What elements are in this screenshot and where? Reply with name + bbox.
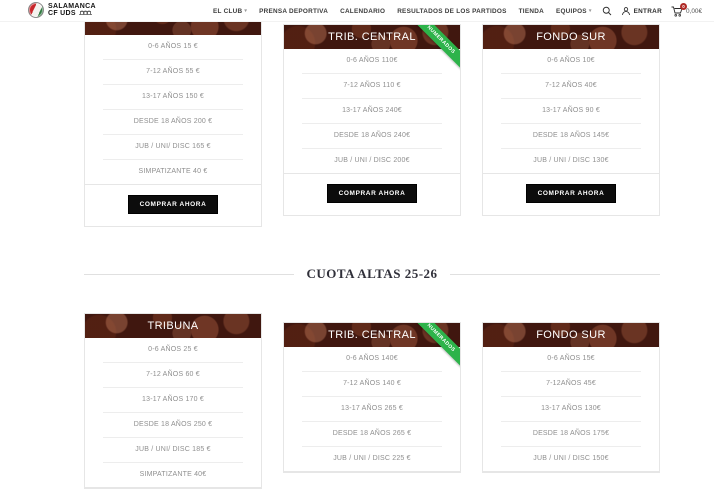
search-icon bbox=[602, 6, 612, 16]
cart-count-badge: 0 bbox=[680, 2, 687, 10]
price-row: DESDE 18 AÑOS 250 € bbox=[103, 413, 243, 438]
pricing-section-altas: TRIBUNA 0-6 AÑOS 25 € 7-12 AÑOS 60 € 13-… bbox=[84, 313, 660, 489]
price-row: 13-17 AÑOS 150 € bbox=[103, 85, 243, 110]
price-row: 7-12AÑOS 45€ bbox=[501, 372, 641, 397]
card-header: FONDO SUR bbox=[483, 25, 659, 49]
price-row: 0-6 AÑOS 15 € bbox=[103, 35, 243, 60]
main-nav: EL CLUB ▾ PRENSA DEPORTIVA CALENDARIO RE… bbox=[213, 0, 592, 22]
card-title: FONDO SUR bbox=[536, 329, 606, 341]
price-row: 0-6 AÑOS 10€ bbox=[501, 49, 641, 74]
price-list: 0-6 AÑOS 15€ 7-12AÑOS 45€ 13-17 AÑOS 130… bbox=[483, 347, 659, 472]
pricing-card-tribuna-altas: TRIBUNA 0-6 AÑOS 25 € 7-12 AÑOS 60 € 13-… bbox=[84, 313, 262, 489]
topbar: SALAMANCA CF UDS EL CLUB ▾ PRENSA DEPORT… bbox=[0, 0, 714, 22]
club-name: SALAMANCA CF UDS bbox=[48, 3, 96, 17]
price-list: 0-6 AÑOS 10€ 7-12 AÑOS 40€ 13-17 AÑOS 90… bbox=[483, 49, 659, 174]
price-row: 0-6 AÑOS 140€ bbox=[302, 347, 442, 372]
pricing-card-tribuna-top: 0-6 AÑOS 15 € 7-12 AÑOS 55 € 13-17 AÑOS … bbox=[84, 10, 262, 227]
price-list: 0-6 AÑOS 25 € 7-12 AÑOS 60 € 13-17 AÑOS … bbox=[85, 338, 261, 488]
price-row: JUB / UNI / DISC 200€ bbox=[334, 157, 410, 164]
user-icon bbox=[621, 6, 631, 16]
club-logo[interactable]: SALAMANCA CF UDS bbox=[28, 2, 96, 18]
cart-button[interactable]: 0 0,00€ bbox=[671, 2, 702, 17]
price-row: 0-6 AÑOS 110€ bbox=[302, 49, 442, 74]
price-row: 7-12 AÑOS 60 € bbox=[103, 363, 243, 388]
price-row: DESDE 18 AÑOS 175€ bbox=[501, 422, 641, 447]
pricing-card-fondo-sur-top: FONDO SUR 0-6 AÑOS 10€ 7-12 AÑOS 40€ 13-… bbox=[482, 24, 660, 216]
divider-line bbox=[449, 273, 661, 275]
club-name-line1: SALAMANCA bbox=[48, 3, 96, 10]
price-list: 0-6 AÑOS 140€ 7-12 AÑOS 140 € 13-17 AÑOS… bbox=[284, 347, 460, 472]
divider-line bbox=[84, 273, 295, 275]
pricing-card-trib-central-altas: NUMERADOS TRIB. CENTRAL 0-6 AÑOS 140€ 7-… bbox=[283, 322, 461, 473]
pricing-card-fondo-sur-altas: FONDO SUR 0-6 AÑOS 15€ 7-12AÑOS 45€ 13-1… bbox=[482, 322, 660, 473]
nav-item-prensa-deportiva[interactable]: PRENSA DEPORTIVA bbox=[259, 7, 329, 15]
price-row: 13-17 AÑOS 90 € bbox=[501, 99, 641, 124]
price-row: DESDE 18 AÑOS 240€ bbox=[302, 124, 442, 149]
price-row: JUB / UNI / DISC 150€ bbox=[533, 455, 609, 462]
price-row: JUB / UNI/ DISC 185 € bbox=[103, 438, 243, 463]
nav-item-resultados[interactable]: RESULTADOS DE LOS PARTIDOS bbox=[397, 7, 507, 15]
price-row: 13-17 AÑOS 170 € bbox=[103, 388, 243, 413]
login-button[interactable]: ENTRAR bbox=[621, 6, 662, 16]
price-row: JUB / UNI / DISC 225 € bbox=[333, 455, 411, 462]
card-title: TRIB. CENTRAL bbox=[328, 329, 416, 341]
card-title: FONDO SUR bbox=[536, 31, 606, 43]
price-row: 13-17 AÑOS 240€ bbox=[302, 99, 442, 124]
price-row: DESDE 18 AÑOS 200 € bbox=[103, 110, 243, 135]
price-list: 0-6 AÑOS 110€ 7-12 AÑOS 110 € 13-17 AÑOS… bbox=[284, 49, 460, 174]
card-footer: COMPRAR AHORA bbox=[85, 185, 261, 226]
card-title: TRIBUNA bbox=[147, 320, 199, 332]
comprar-ahora-button[interactable]: COMPRAR AHORA bbox=[127, 195, 219, 214]
pricing-card-trib-central-top: NUMERADOS TRIB. CENTRAL 0-6 AÑOS 110€ 7-… bbox=[283, 24, 461, 216]
price-row: 7-12 AÑOS 55 € bbox=[103, 60, 243, 85]
search-button[interactable] bbox=[602, 6, 612, 16]
price-row: JUB / UNI/ DISC 165 € bbox=[103, 135, 243, 160]
price-row: SIMPATIZANTE 40 € bbox=[138, 168, 208, 175]
price-row: 7-12 AÑOS 140 € bbox=[302, 372, 442, 397]
chevron-down-icon: ▾ bbox=[244, 7, 248, 14]
price-row: 7-12 AÑOS 40€ bbox=[501, 74, 641, 99]
nav-item-equipos[interactable]: EQUIPOS ▾ bbox=[555, 7, 592, 15]
price-row: JUB / UNI / DISC 130€ bbox=[533, 157, 609, 164]
price-row: 13-17 AÑOS 130€ bbox=[501, 397, 641, 422]
card-footer: COMPRAR AHORA bbox=[284, 174, 460, 215]
club-crest-icon bbox=[28, 2, 44, 18]
club-name-line2: CF UDS bbox=[48, 10, 76, 17]
comprar-ahora-button[interactable]: COMPRAR AHORA bbox=[326, 184, 418, 203]
price-list: 0-6 AÑOS 15 € 7-12 AÑOS 55 € 13-17 AÑOS … bbox=[85, 35, 261, 185]
price-row: DESDE 18 AÑOS 145€ bbox=[501, 124, 641, 149]
price-row: SIMPATIZANTE 40€ bbox=[139, 471, 207, 478]
cart-total: 0,00€ bbox=[686, 7, 702, 15]
card-header: TRIBUNA bbox=[85, 314, 261, 338]
section-heading-text: CUOTA ALTAS 25-26 bbox=[306, 266, 438, 281]
cart-icon: 0 bbox=[671, 2, 687, 17]
pricing-section-top: 0-6 AÑOS 15 € 7-12 AÑOS 55 € 13-17 AÑOS … bbox=[84, 10, 660, 227]
card-footer: COMPRAR AHORA bbox=[483, 174, 659, 215]
price-row: 7-12 AÑOS 110 € bbox=[302, 74, 442, 99]
chevron-down-icon: ▾ bbox=[588, 7, 592, 14]
price-row: 13-17 AÑOS 265 € bbox=[302, 397, 442, 422]
section-heading-cuota-altas: CUOTA ALTAS 25-26 bbox=[84, 266, 661, 282]
price-row: DESDE 18 AÑOS 265 € bbox=[302, 422, 442, 447]
nav-item-el-club[interactable]: EL CLUB ▾ bbox=[213, 7, 248, 15]
comprar-ahora-button[interactable]: COMPRAR AHORA bbox=[525, 184, 617, 203]
login-label: ENTRAR bbox=[633, 7, 662, 15]
price-row: 0-6 AÑOS 25 € bbox=[103, 338, 243, 363]
card-title: TRIB. CENTRAL bbox=[328, 31, 416, 43]
card-header: FONDO SUR bbox=[483, 323, 659, 347]
nav-item-calendario[interactable]: CALENDARIO bbox=[340, 7, 386, 15]
topbar-actions: ENTRAR 0 0,00€ bbox=[602, 0, 702, 22]
price-row: 0-6 AÑOS 15€ bbox=[501, 347, 641, 372]
bridge-icon bbox=[78, 10, 92, 17]
nav-item-tienda[interactable]: TIENDA bbox=[518, 7, 544, 15]
